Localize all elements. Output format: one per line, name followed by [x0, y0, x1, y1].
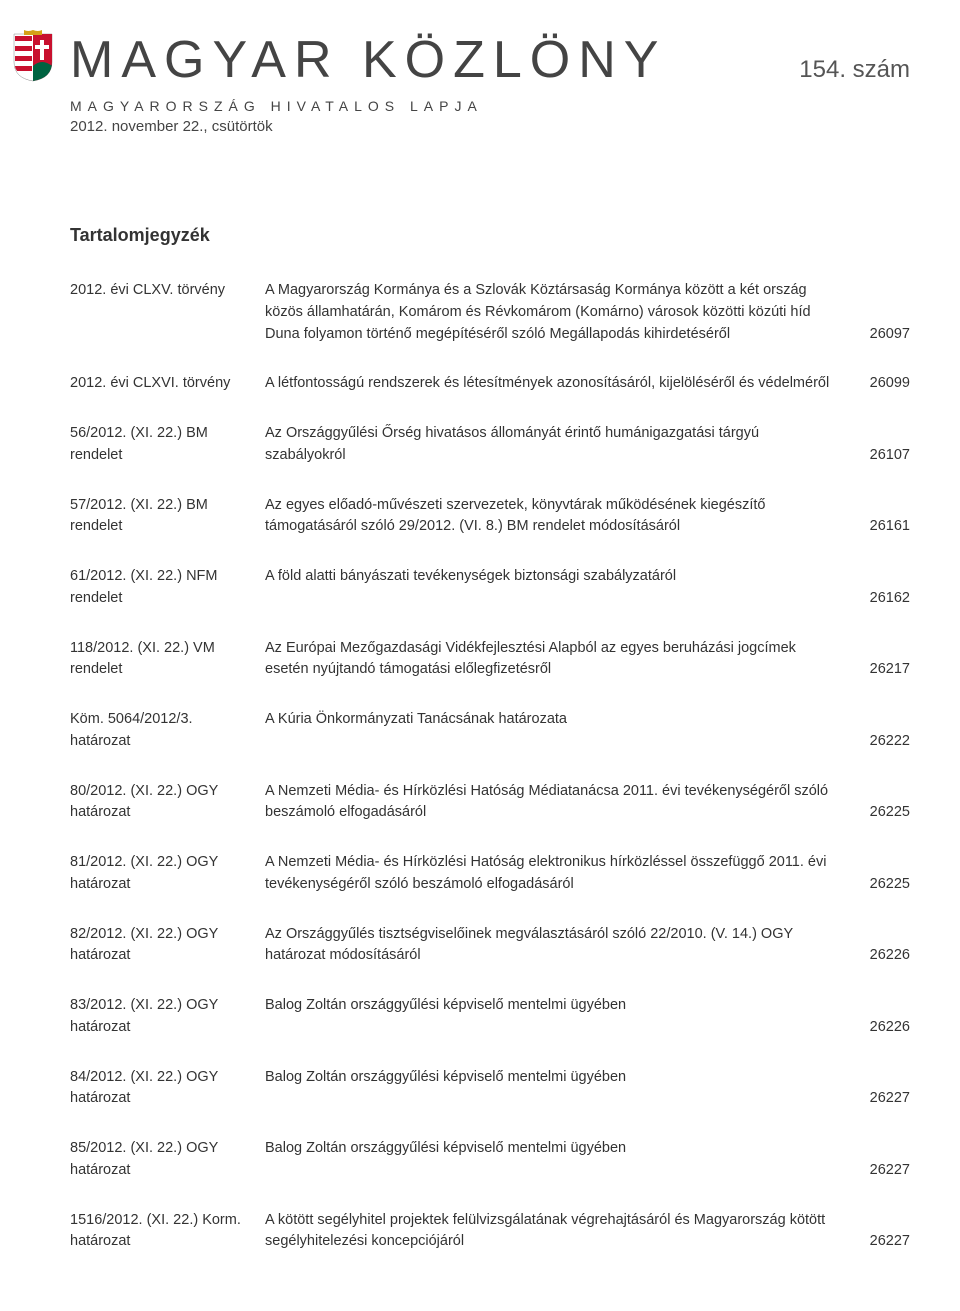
toc-ref: 84/2012. (XI. 22.) OGY határozat [70, 1067, 265, 1111]
toc-entry: 1516/2012. (XI. 22.) Korm. határozat A k… [70, 1210, 910, 1254]
subtitle: MAGYARORSZÁG HIVATALOS LAPJA [70, 98, 910, 114]
hungarian-crest-icon [12, 30, 54, 82]
toc-page: 26107 [852, 445, 910, 467]
toc-page: 26161 [852, 516, 910, 538]
toc-entry: 80/2012. (XI. 22.) OGY határozat A Nemze… [70, 781, 910, 825]
toc-desc: A Magyarország Kormánya és a Szlovák Köz… [265, 280, 852, 345]
toc-entry: 83/2012. (XI. 22.) OGY határozat Balog Z… [70, 995, 910, 1039]
toc-ref: 2012. évi CLXV. törvény [70, 280, 265, 345]
toc-entry: 2012. évi CLXV. törvény A Magyarország K… [70, 280, 910, 345]
toc-desc: Az Országgyűlés tisztségviselőinek megvá… [265, 924, 852, 968]
toc-page: 26217 [852, 659, 910, 681]
toc-ref: 83/2012. (XI. 22.) OGY határozat [70, 995, 265, 1039]
toc-page: 26227 [852, 1088, 910, 1110]
toc-entry: 61/2012. (XI. 22.) NFM rendelet A föld a… [70, 566, 910, 610]
issue-number: 154. szám [799, 56, 910, 84]
toc-desc: A Kúria Önkormányzati Tanácsának határoz… [265, 709, 852, 753]
toc-ref: Köm. 5064/2012/3. határozat [70, 709, 265, 753]
toc-page: 26099 [852, 373, 910, 395]
toc-ref: 118/2012. (XI. 22.) VM rendelet [70, 638, 265, 682]
toc-page: 26226 [852, 1017, 910, 1039]
toc-desc: A kötött segélyhitel projektek felülvizs… [265, 1210, 852, 1254]
toc-ref: 82/2012. (XI. 22.) OGY határozat [70, 924, 265, 968]
toc-desc: Az Európai Mezőgazdasági Vidékfejlesztés… [265, 638, 852, 682]
toc-ref: 2012. évi CLXVI. törvény [70, 373, 265, 395]
toc-entry: 2012. évi CLXVI. törvény A létfontosságú… [70, 373, 910, 395]
toc-desc: Balog Zoltán országgyűlési képviselő men… [265, 1067, 852, 1111]
toc-entry: 57/2012. (XI. 22.) BM rendelet Az egyes … [70, 495, 910, 539]
toc-ref: 56/2012. (XI. 22.) BM rendelet [70, 423, 265, 467]
toc-entry: 85/2012. (XI. 22.) OGY határozat Balog Z… [70, 1138, 910, 1182]
toc-desc: Balog Zoltán országgyűlési képviselő men… [265, 1138, 852, 1182]
toc-ref: 80/2012. (XI. 22.) OGY határozat [70, 781, 265, 825]
toc-entry: 84/2012. (XI. 22.) OGY határozat Balog Z… [70, 1067, 910, 1111]
masthead-title: MAGYAR KÖZLÖNY [70, 30, 666, 90]
toc-page: 26227 [852, 1231, 910, 1253]
toc-desc: Balog Zoltán országgyűlési képviselő men… [265, 995, 852, 1039]
toc-ref: 57/2012. (XI. 22.) BM rendelet [70, 495, 265, 539]
toc-entry: 56/2012. (XI. 22.) BM rendelet Az Ország… [70, 423, 910, 467]
publication-date: 2012. november 22., csütörtök [70, 118, 910, 135]
toc-ref: 81/2012. (XI. 22.) OGY határozat [70, 852, 265, 896]
toc-page: 26097 [852, 324, 910, 346]
toc-page: 26225 [852, 802, 910, 824]
toc-desc: A létfontosságú rendszerek és létesítmén… [265, 373, 852, 395]
toc-ref: 1516/2012. (XI. 22.) Korm. határozat [70, 1210, 265, 1254]
toc-ref: 61/2012. (XI. 22.) NFM rendelet [70, 566, 265, 610]
toc-page: 26225 [852, 874, 910, 896]
toc-entry: 82/2012. (XI. 22.) OGY határozat Az Orsz… [70, 924, 910, 968]
toc-desc: A Nemzeti Média- és Hírközlési Hatóság M… [265, 781, 852, 825]
toc-desc: Az Országgyűlési Őrség hivatásos állomán… [265, 423, 852, 467]
toc-entry: 118/2012. (XI. 22.) VM rendelet Az Európ… [70, 638, 910, 682]
toc-page: 26222 [852, 731, 910, 753]
toc-desc: Az egyes előadó-művészeti szervezetek, k… [265, 495, 852, 539]
toc-ref: 85/2012. (XI. 22.) OGY határozat [70, 1138, 265, 1182]
toc-page: 26227 [852, 1160, 910, 1182]
toc-entry: 81/2012. (XI. 22.) OGY határozat A Nemze… [70, 852, 910, 896]
toc-desc: A Nemzeti Média- és Hírközlési Hatóság e… [265, 852, 852, 896]
toc-page: 26162 [852, 588, 910, 610]
toc-page: 26226 [852, 945, 910, 967]
toc-heading: Tartalomjegyzék [70, 225, 910, 246]
table-of-contents: 2012. évi CLXV. törvény A Magyarország K… [70, 280, 910, 1253]
toc-desc: A föld alatti bányászati tevékenységek b… [265, 566, 852, 610]
toc-entry: Köm. 5064/2012/3. határozat A Kúria Önko… [70, 709, 910, 753]
